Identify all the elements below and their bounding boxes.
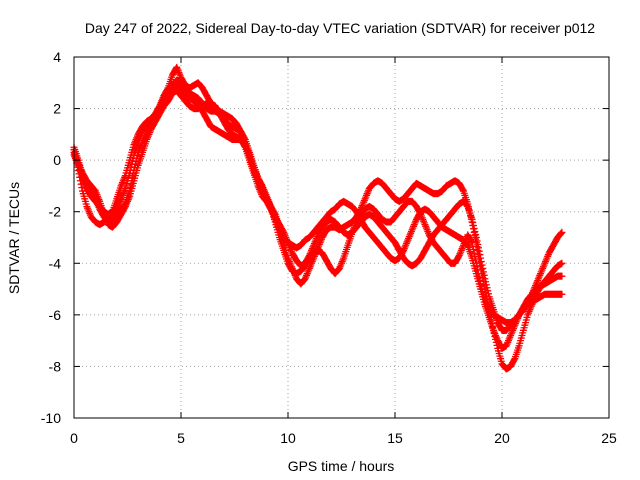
data-point <box>470 249 478 257</box>
data-point <box>558 272 566 280</box>
data-point <box>510 356 518 364</box>
y-tick-label: -10 <box>41 410 61 426</box>
data-point <box>473 237 481 245</box>
x-tick-label: 0 <box>70 430 78 446</box>
y-tick-label: 4 <box>53 49 61 65</box>
data-point <box>416 209 424 217</box>
data-point <box>474 244 482 252</box>
x-tick-label: 5 <box>177 430 185 446</box>
data-points <box>70 63 566 373</box>
data-point <box>483 284 491 292</box>
data-point <box>472 256 480 264</box>
y-tick-label: -4 <box>49 255 62 271</box>
data-point <box>477 254 485 262</box>
series-2 <box>70 81 566 327</box>
data-point <box>471 227 479 235</box>
data-point <box>472 234 480 241</box>
data-point <box>484 290 492 298</box>
y-tick-labels: -10 -8 -6 -4 -2 0 2 4 <box>41 49 61 426</box>
data-point <box>482 278 490 286</box>
data-point <box>469 218 477 226</box>
data-point <box>469 246 477 254</box>
data-point <box>279 227 287 235</box>
series-3 <box>70 87 566 334</box>
data-point <box>527 292 535 300</box>
axis-ticks <box>73 56 610 419</box>
data-point <box>126 169 134 177</box>
x-tick-label: 25 <box>601 430 617 446</box>
data-point <box>236 126 244 134</box>
data-point <box>463 202 471 210</box>
data-point <box>558 228 566 236</box>
data-point <box>476 251 484 259</box>
data-point <box>475 273 483 281</box>
data-point <box>305 253 313 261</box>
y-tick-label: 2 <box>53 101 61 117</box>
data-point <box>469 221 477 229</box>
data-point <box>475 247 483 255</box>
grid-lines <box>74 57 609 418</box>
y-tick-label: 0 <box>53 152 61 168</box>
data-point <box>121 204 129 212</box>
data-point <box>476 276 484 284</box>
data-point <box>470 224 478 232</box>
data-point <box>478 261 486 269</box>
x-tick-label: 15 <box>387 430 403 446</box>
data-point <box>480 271 488 279</box>
data-point <box>479 264 487 272</box>
y-tick-label: -6 <box>49 307 62 323</box>
x-tick-labels: 0 5 10 15 20 25 <box>70 430 617 446</box>
data-point <box>240 142 248 150</box>
data-point <box>468 215 476 223</box>
data-point <box>472 230 480 238</box>
data-point <box>473 263 481 271</box>
data-point <box>482 281 490 289</box>
data-point <box>474 266 482 274</box>
data-point <box>116 196 124 204</box>
y-axis-label: SDTVAR / TECUs <box>6 182 22 294</box>
data-point <box>484 287 492 295</box>
data-point <box>479 268 487 276</box>
data-point <box>459 186 467 194</box>
data-point <box>474 270 482 278</box>
x-axis-label: GPS time / hours <box>288 458 395 474</box>
x-tick-label: 20 <box>494 430 510 446</box>
data-point <box>558 259 566 267</box>
y-tick-label: -2 <box>49 204 62 220</box>
x-tick-label: 10 <box>280 430 296 446</box>
plot-frame <box>73 56 610 419</box>
data-point <box>474 240 482 248</box>
data-point <box>557 229 565 237</box>
data-point <box>472 259 480 267</box>
chart-title: Day 247 of 2022, Sidereal Day-to-day VTE… <box>85 20 595 36</box>
data-point <box>471 252 479 260</box>
data-point <box>481 275 489 283</box>
data-point <box>468 239 476 247</box>
data-point <box>477 258 485 266</box>
data-point <box>469 242 477 250</box>
data-point <box>558 290 566 298</box>
y-tick-label: -8 <box>49 358 62 374</box>
data-point <box>454 253 462 261</box>
